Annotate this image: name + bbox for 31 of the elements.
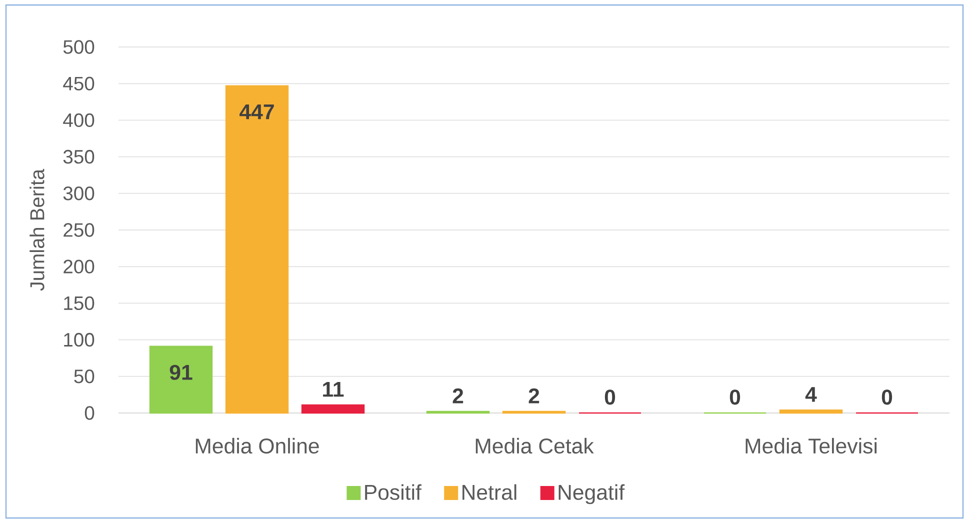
y-tick-label: 150 bbox=[64, 296, 94, 310]
x-tick-label: Media Televisi bbox=[746, 438, 877, 454]
data-label: 2 bbox=[528, 388, 540, 404]
y-tick-label: 0 bbox=[84, 406, 94, 420]
data-label: 447 bbox=[240, 104, 274, 120]
x-tick-label: Media Online bbox=[196, 438, 319, 454]
y-tick-label: 500 bbox=[63, 40, 94, 54]
data-label: 0 bbox=[730, 390, 740, 405]
data-label: 11 bbox=[323, 382, 344, 397]
legend-label: Negatif bbox=[558, 484, 625, 504]
data-label: 0 bbox=[882, 390, 892, 405]
data-label: 91 bbox=[170, 364, 192, 380]
bar bbox=[225, 85, 289, 414]
y-tick-label: 350 bbox=[63, 150, 94, 164]
bar bbox=[149, 346, 213, 414]
y-tick-label: 50 bbox=[74, 370, 94, 384]
x-tick-label: Media Cetak bbox=[476, 438, 594, 454]
y-tick-label: 450 bbox=[63, 76, 94, 90]
y-axis-title: Jumlah Berita bbox=[30, 168, 44, 291]
legend-label: Positif bbox=[365, 484, 422, 500]
y-tick-label: 300 bbox=[63, 186, 94, 200]
y-tick-label: 400 bbox=[63, 113, 94, 128]
data-label: 2 bbox=[452, 388, 464, 404]
y-tick-label: 250 bbox=[64, 223, 94, 237]
y-tick-label: 200 bbox=[64, 260, 94, 274]
y-tick-label: 100 bbox=[64, 332, 94, 347]
data-label: 0 bbox=[604, 390, 616, 405]
bar bbox=[779, 409, 843, 414]
legend-label: Netral bbox=[462, 484, 516, 500]
bar bbox=[301, 404, 365, 414]
data-label: 4 bbox=[805, 387, 817, 402]
